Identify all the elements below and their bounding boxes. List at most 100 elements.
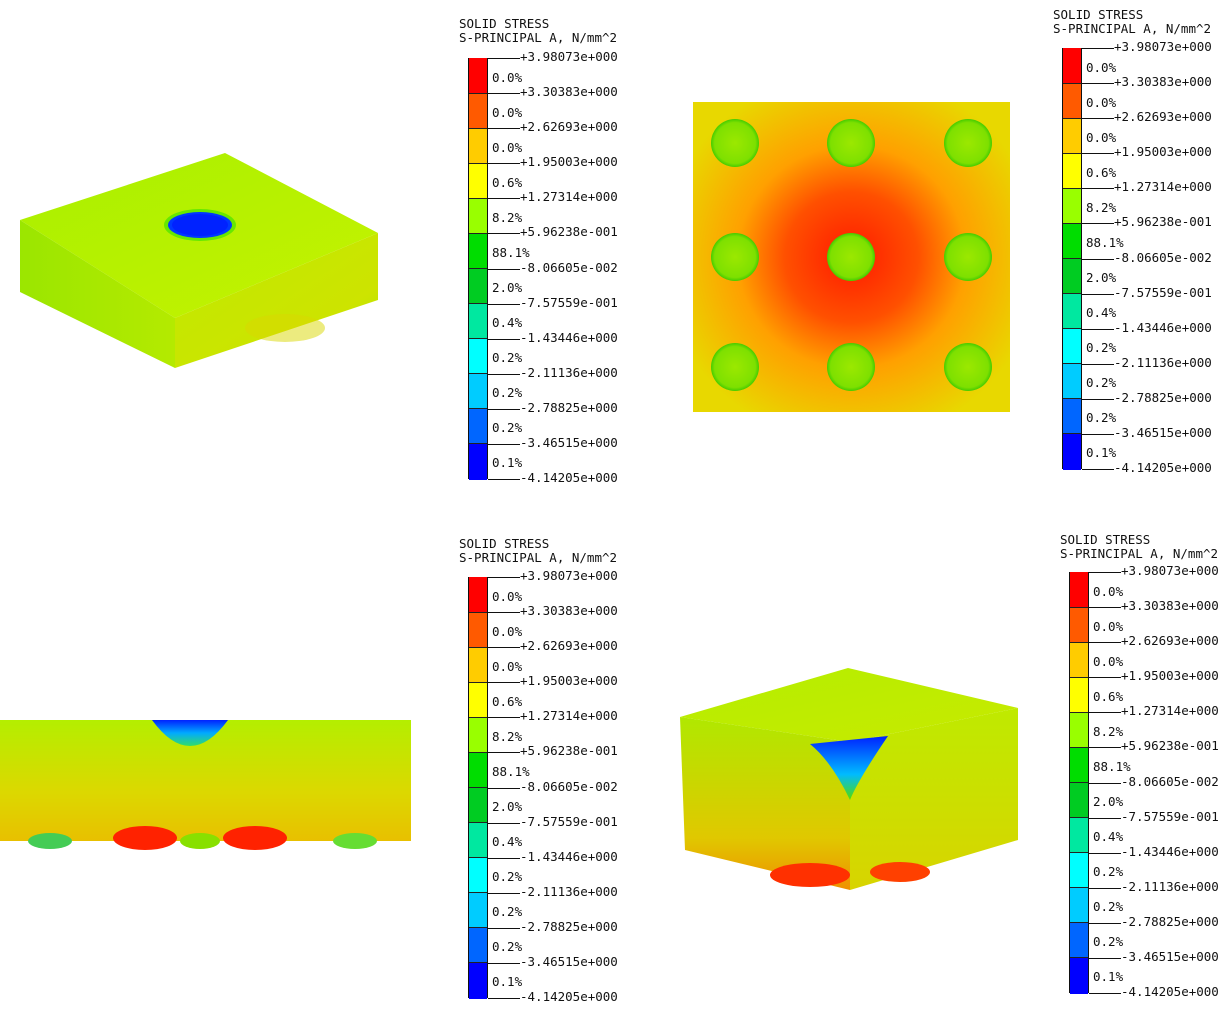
legend-swatch [469, 92, 487, 130]
legend-percent: 0.2% [492, 869, 523, 885]
legend-swatch [1063, 363, 1081, 400]
legend-percent: 0.0% [1086, 59, 1117, 75]
legend-tick [1082, 153, 1114, 155]
legend-percent: 0.0% [492, 139, 523, 155]
legend-value: -4.14205e+000 [1114, 460, 1212, 475]
legend-swatch [1070, 571, 1088, 608]
legend-subtitle: S-PRINCIPAL A, N/mm^2 [1053, 21, 1212, 36]
legend-value: -3.46515e+000 [520, 434, 618, 450]
legend-value: -7.57559e-001 [1121, 808, 1219, 824]
legend-value: +1.27314e+000 [1121, 703, 1219, 719]
legend-swatch [1070, 957, 1088, 994]
legend-swatch [469, 787, 487, 824]
legend-percent: 0.1% [492, 974, 523, 990]
legend-percent: 0.6% [492, 174, 523, 190]
legend-value: +3.98073e+000 [520, 568, 618, 583]
legend-percent: 0.2% [1086, 410, 1117, 426]
legend-tick [1082, 398, 1114, 400]
legend-value: -8.06605e-002 [1121, 773, 1219, 789]
legend-title: SOLID STRESS [1053, 7, 1144, 22]
legend-swatch [1070, 922, 1088, 959]
legend-percent: 88.1% [492, 244, 530, 260]
legend-tick [488, 338, 520, 340]
legend-tick [488, 58, 520, 59]
legend-swatch [469, 927, 487, 964]
legend-value: -1.43446e+000 [520, 848, 618, 864]
legend-tick [488, 857, 520, 859]
legend-swatch [469, 127, 487, 165]
legend-tick [488, 128, 520, 130]
legend-subtitle: S-PRINCIPAL A, N/mm^2 [459, 550, 618, 565]
legend-tick [1082, 293, 1114, 295]
legend-swatch [469, 197, 487, 235]
legend-value: +1.95003e+000 [520, 673, 618, 689]
legend-swatch [469, 576, 487, 613]
isometric-view-cut [660, 500, 1040, 1005]
legend-value: +3.30383e+000 [1114, 74, 1212, 90]
legend-swatch [469, 232, 487, 270]
legend-value: +2.62693e+000 [520, 638, 618, 654]
color-legend: SOLID STRESS S-PRINCIPAL A, N/mm^2 +3.9807… [1060, 533, 1228, 1013]
legend-swatch [1070, 782, 1088, 819]
legend-value: +5.96238e-001 [520, 743, 618, 759]
legend-value: -2.11136e+000 [1114, 354, 1212, 370]
legend-title: SOLID STRESS [1060, 532, 1151, 547]
legend-swatch [1063, 398, 1081, 435]
legend-swatch [1063, 47, 1081, 84]
legend-value: -3.46515e+000 [1114, 424, 1212, 440]
legend-value: -2.78825e+000 [1121, 913, 1219, 929]
legend-percent: 0.2% [1086, 375, 1117, 391]
legend-swatch [1070, 711, 1088, 749]
legend-percent: 8.2% [492, 209, 523, 225]
legend-tick [1082, 188, 1114, 190]
legend-percent: 0.0% [492, 104, 523, 120]
legend-percent: 0.2% [1086, 340, 1117, 356]
legend-tick [1082, 48, 1114, 49]
legend-percent: 0.0% [492, 623, 523, 639]
legend-tick [1089, 782, 1121, 784]
legend-percent: 0.0% [1093, 653, 1124, 669]
legend-swatch [469, 962, 487, 999]
legend-percent: 8.2% [1086, 199, 1117, 215]
legend-tick [488, 233, 520, 235]
legend-swatch [469, 373, 487, 410]
legend-value: -7.57559e-001 [520, 294, 618, 310]
legend-percent: 0.6% [1093, 688, 1124, 704]
legend-tick [488, 163, 520, 165]
legend-swatch [1063, 293, 1081, 330]
legend-swatch [1070, 676, 1088, 714]
legend-swatch [469, 681, 487, 719]
legend-percent: 0.4% [492, 315, 523, 331]
legend-percent: 0.1% [1093, 969, 1124, 985]
legend-swatch [469, 751, 487, 789]
legend-swatch [1070, 817, 1088, 854]
legend-color-bar [1069, 571, 1089, 994]
legend-value: -8.06605e-002 [1114, 249, 1212, 265]
legend-tick [488, 892, 520, 894]
legend-value: -1.43446e+000 [520, 329, 618, 345]
slab-3d-model [20, 153, 378, 368]
legend-percent: 0.2% [492, 904, 523, 920]
legend-swatch [1070, 606, 1088, 644]
legend-percent: 0.0% [1093, 618, 1124, 634]
legend-tick [488, 752, 520, 754]
legend-tick [488, 408, 520, 410]
legend-percent: 0.0% [492, 69, 523, 85]
legend-tick [488, 612, 520, 614]
legend-value: +3.30383e+000 [520, 84, 618, 100]
legend-tick [488, 443, 520, 445]
legend-color-bar [468, 57, 488, 480]
legend-value: +2.62693e+000 [1121, 633, 1219, 649]
section-view [0, 500, 440, 1005]
legend-value: +3.98073e+000 [1114, 39, 1212, 54]
legend-swatch [1070, 852, 1088, 889]
legend-percent: 0.2% [492, 420, 523, 436]
legend-value: -7.57559e-001 [520, 813, 618, 829]
legend-value: +5.96238e-001 [1114, 214, 1212, 230]
legend-value: +1.95003e+000 [1114, 144, 1212, 160]
legend-value: +3.98073e+000 [1121, 563, 1219, 578]
legend-swatch [469, 892, 487, 929]
legend-tick [1082, 469, 1114, 470]
legend-percent: 88.1% [1086, 234, 1124, 250]
legend-tick [488, 198, 520, 200]
